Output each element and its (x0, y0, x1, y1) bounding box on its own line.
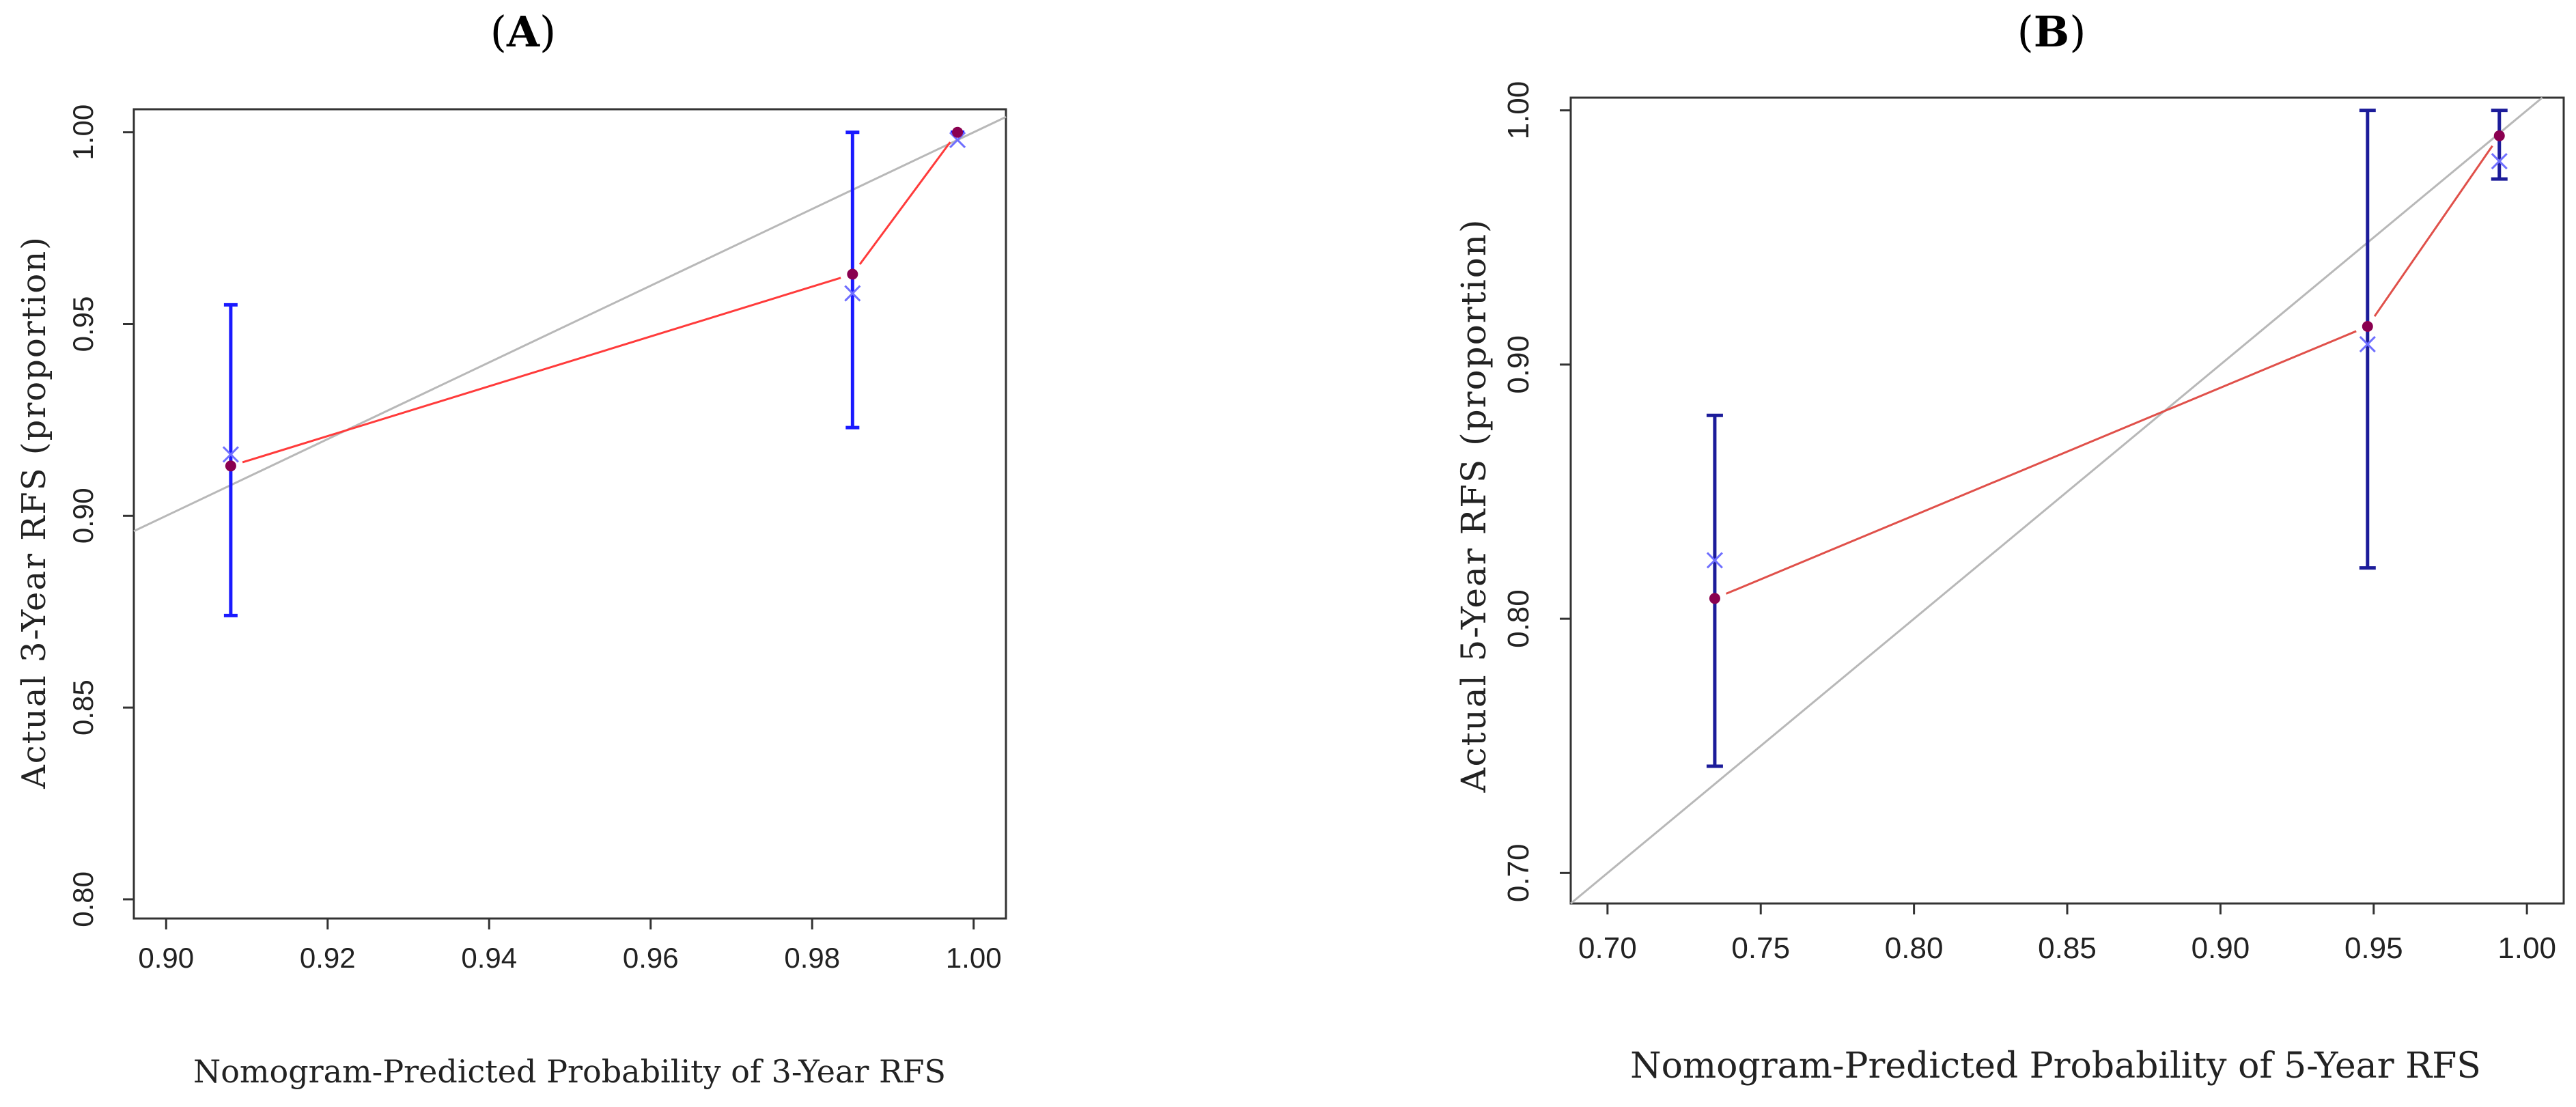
x-tick-label: 0.70 (1578, 931, 1637, 965)
x-axis-title-b: Nomogram-Predicted Probability of 5-Year… (1630, 1046, 2481, 1087)
bias-corrected-cross (844, 285, 861, 302)
bias-corrected-cross (222, 446, 239, 463)
data-marks-a (222, 126, 966, 617)
panel-b-label: (B) (2017, 7, 2086, 57)
x-tick-label: 0.98 (784, 942, 840, 974)
x-tick-label: 0.95 (2344, 931, 2403, 965)
observed-point (847, 268, 858, 280)
observed-point (952, 126, 964, 138)
y-tick-label: 0.80 (67, 871, 99, 927)
y-axis-a: 0.80 0.85 0.90 0.95 1.00 (67, 104, 134, 927)
panel-a-label-open: ( (490, 7, 507, 57)
chart-panel-b: 0.70 0.80 0.90 1.00 0.70 0.75 0.80 0.85 0.90 0.9… (1454, 81, 2565, 1087)
plot-frame-b (1569, 96, 2565, 905)
bias-corrected-cross (2359, 336, 2376, 353)
observed-line-segment (242, 277, 841, 464)
x-tick-label: 0.96 (623, 942, 679, 974)
y-tick-label: 0.95 (67, 296, 99, 352)
x-axis-title-a: Nomogram-Predicted Probability of 3-Year… (193, 1053, 946, 1090)
y-axis-b: 0.70 0.80 0.90 1.00 (1502, 81, 1571, 902)
observed-line-segment (2373, 145, 2493, 318)
observed-point (225, 460, 236, 472)
y-tick-label: 1.00 (1502, 81, 1535, 140)
y-tick-label: 0.80 (1502, 589, 1535, 648)
error-bar (2359, 109, 2376, 570)
observed-point (2362, 321, 2373, 333)
observed-line-segment (1725, 330, 2357, 595)
x-tick-label: 0.90 (2192, 931, 2250, 965)
panel-a-label-letter: A (506, 7, 540, 57)
error-bar (223, 303, 238, 617)
x-tick-label: 0.92 (300, 942, 356, 974)
data-marks-b (1706, 109, 2508, 768)
x-tick-label: 0.90 (138, 942, 194, 974)
error-bar (2491, 109, 2508, 181)
y-tick-label: 0.85 (67, 679, 99, 735)
y-tick-label: 1.00 (67, 104, 99, 160)
y-tick-label: 0.90 (67, 488, 99, 544)
bias-corrected-cross (1706, 552, 1723, 569)
x-tick-label: 0.75 (1731, 931, 1790, 965)
error-bar (845, 130, 860, 430)
observed-point (2493, 130, 2505, 141)
x-tick-label: 0.80 (1885, 931, 1944, 965)
panel-a-label-close: ) (540, 7, 556, 57)
observed-line-segment (858, 141, 951, 265)
x-axis-b: 0.70 0.75 0.80 0.85 0.90 0.95 1.00 (1578, 903, 2556, 965)
y-axis-title-a: Actual 3-Year RFS (proportion) (15, 236, 53, 789)
observed-point (1709, 593, 1720, 604)
x-tick-label: 0.94 (461, 942, 517, 974)
x-tick-label: 1.00 (2497, 931, 2556, 965)
panel-a-label: (A) (490, 7, 557, 57)
x-tick-label: 1.00 (946, 942, 1002, 974)
error-bar (1706, 413, 1723, 768)
bias-corrected-cross (2491, 152, 2508, 170)
ideal-line-b (1570, 96, 2543, 905)
panel-b-label-close: ) (2069, 7, 2086, 57)
chart-panel-a: 0.800.850.900.951.00 0.90 0.92 0.94 0.96 0.9… (15, 104, 1007, 1090)
panel-b-label-open: ( (2017, 7, 2034, 57)
y-axis-title-b: Actual 5-Year RFS (proportion) (1454, 218, 1494, 793)
x-axis-a: 0.90 0.92 0.94 0.96 0.98 1.00 (138, 919, 1002, 974)
x-tick-label: 0.85 (2038, 931, 2097, 965)
y-tick-label: 0.70 (1502, 844, 1535, 903)
panel-b-label-letter: B (2034, 7, 2069, 57)
ideal-line-a (133, 115, 1007, 533)
bias-corrected-cross (949, 131, 966, 148)
y-tick-label: 0.90 (1502, 335, 1535, 394)
plot-frame-a (132, 108, 1007, 920)
